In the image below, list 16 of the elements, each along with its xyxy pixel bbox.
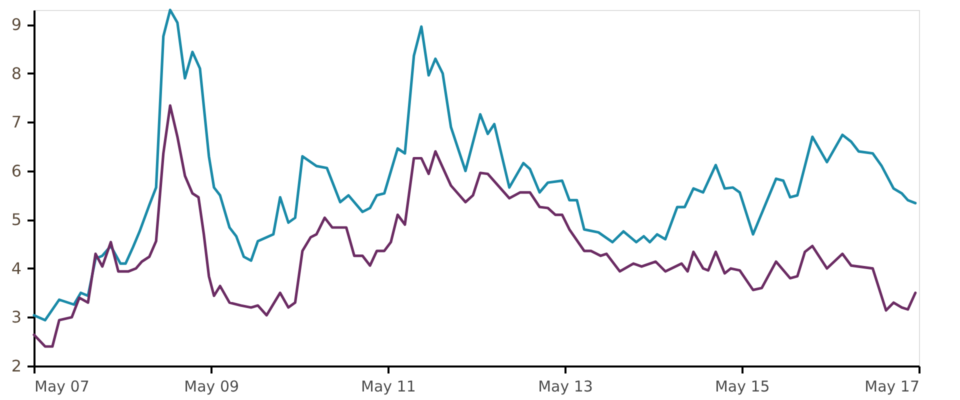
y-tick-label: 9 — [11, 15, 22, 34]
x-tick-label: May 11 — [361, 378, 416, 396]
y-tick-label: 7 — [11, 112, 22, 132]
y-tick-label: 2 — [11, 356, 22, 376]
y-tick-label: 5 — [11, 210, 22, 230]
x-tick-label: May 13 — [538, 378, 593, 396]
line-series — [32, 104, 917, 348]
x-tick-label: May 09 — [184, 378, 240, 396]
x-tick-label: May 15 — [714, 378, 770, 396]
y-tick-label: 8 — [11, 64, 22, 83]
y-tick-label: 3 — [11, 308, 22, 327]
y-tick-label: 6 — [11, 161, 22, 180]
line-series — [32, 8, 917, 322]
x-tick-label: May 17 — [864, 378, 920, 396]
y-tick-label: 4 — [11, 258, 22, 278]
x-tick-label: May 07 — [34, 378, 90, 396]
